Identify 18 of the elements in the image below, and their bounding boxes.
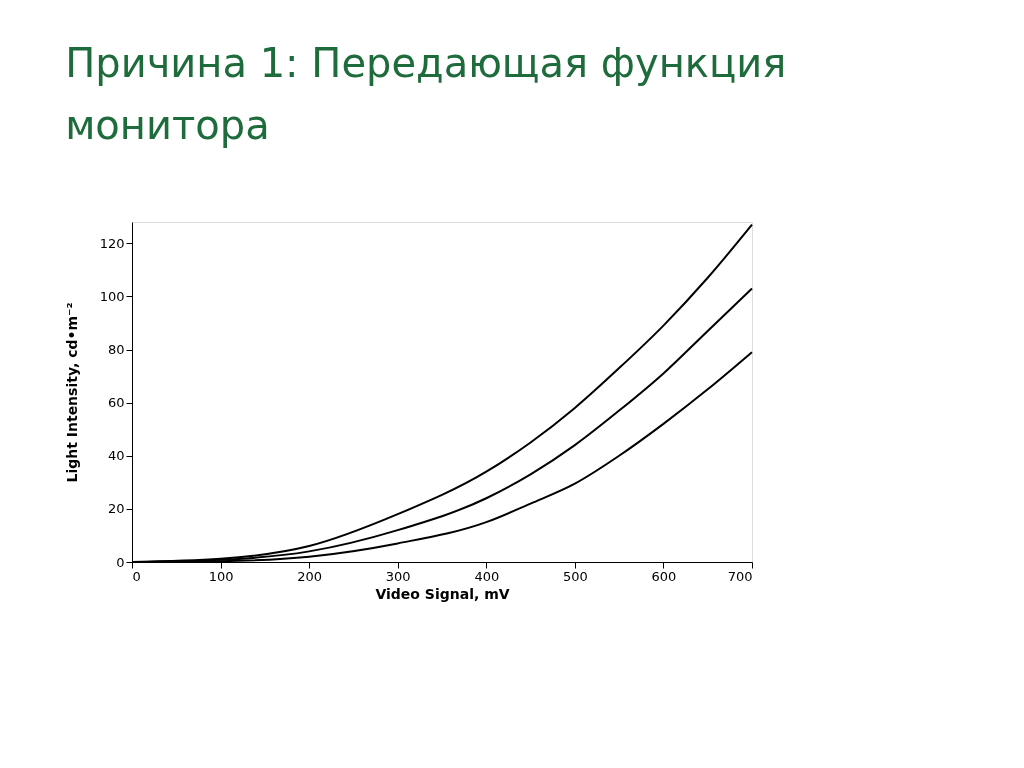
y-tick-label: 20: [107, 501, 125, 517]
y-tick-label: 40: [107, 448, 125, 464]
x-tick-label: 100: [208, 568, 234, 584]
x-axis-title: Video Signal, mV: [375, 585, 510, 602]
y-tick-label: 0: [116, 554, 125, 570]
x-tick-label: 0: [132, 568, 141, 584]
y-tick-label: 100: [99, 288, 125, 304]
x-tick-label: 700: [727, 568, 753, 584]
y-tick-label: 60: [107, 395, 125, 411]
x-tick-label: 300: [385, 568, 411, 584]
y-tick-label: 80: [107, 342, 125, 357]
y-axis-title: Light Intensity, cd•m⁻²: [63, 302, 80, 483]
chart-title: Причина 1: Передающая функция монитора: [65, 40, 787, 148]
x-tick-label: 600: [651, 568, 677, 584]
x-tick-label: 500: [562, 568, 588, 584]
x-tick-label: 200: [297, 568, 323, 584]
x-tick-label: 400: [474, 568, 500, 584]
y-tick-label: 120: [99, 235, 125, 251]
